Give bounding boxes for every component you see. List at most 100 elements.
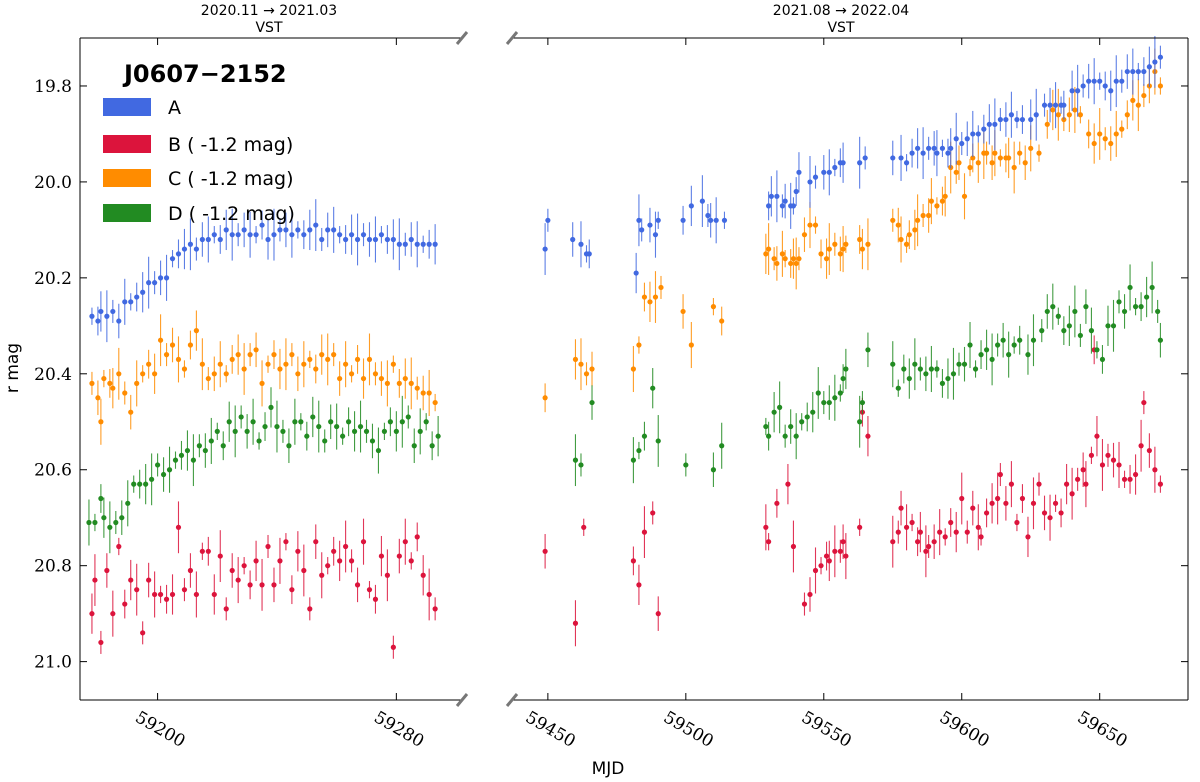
point-d [125, 500, 131, 506]
point-c [790, 256, 797, 262]
point-b [1014, 519, 1020, 526]
point-c [636, 342, 642, 348]
point-c [975, 160, 981, 166]
point-a [1113, 78, 1119, 84]
point-d [777, 404, 783, 410]
point-b [964, 529, 970, 535]
point-d [316, 423, 322, 430]
y-tick-label: 21.0 [34, 653, 72, 673]
point-b [636, 582, 642, 588]
point-c [983, 150, 990, 156]
point-b [426, 591, 432, 598]
point-b [181, 587, 188, 593]
point-b [970, 505, 976, 511]
point-b [331, 548, 337, 554]
point-d [149, 476, 155, 482]
point-c [719, 318, 725, 324]
point-c [217, 361, 223, 367]
point-d [304, 433, 310, 439]
point-a [360, 232, 367, 238]
point-a [790, 203, 797, 209]
point-b [163, 596, 170, 602]
x-tick-label: 59500 [660, 707, 717, 751]
point-b [923, 548, 929, 554]
point-c [939, 198, 946, 204]
point-a [1141, 68, 1147, 75]
point-b [354, 582, 361, 588]
point-d [832, 395, 838, 401]
point-c [1072, 107, 1078, 113]
point-b [1099, 462, 1106, 468]
point-d [1121, 308, 1128, 315]
point-a [128, 299, 134, 305]
point-d [793, 433, 799, 439]
point-c [289, 352, 295, 358]
point-d [934, 366, 940, 372]
point-a [163, 275, 170, 281]
point-b [378, 553, 385, 559]
point-a [680, 217, 686, 223]
point-c [1028, 145, 1034, 151]
point-c [211, 371, 217, 377]
point-b [837, 548, 843, 554]
point-b [650, 510, 656, 516]
point-c [942, 193, 948, 199]
point-a [812, 174, 819, 180]
point-a [633, 270, 639, 276]
point-b [1127, 476, 1133, 482]
point-a [1080, 83, 1086, 89]
point-a [169, 256, 176, 262]
point-a [1086, 78, 1092, 84]
point-c [903, 241, 910, 247]
point-a [1047, 102, 1053, 108]
x-tick-label: 59650 [1074, 707, 1131, 751]
point-c [779, 251, 786, 257]
point-d [131, 481, 137, 487]
point-d [1127, 284, 1133, 291]
point-a [953, 136, 959, 142]
point-c [390, 361, 396, 367]
point-a [253, 232, 259, 238]
series-d [86, 261, 1164, 554]
point-c [107, 380, 113, 386]
point-a [366, 236, 373, 243]
point-b [926, 543, 932, 550]
point-d [912, 361, 918, 367]
point-a [796, 169, 802, 175]
point-c [1017, 150, 1023, 156]
point-c [337, 375, 343, 382]
legend-swatch-a [103, 98, 151, 116]
point-d [292, 419, 298, 425]
point-a [779, 203, 786, 209]
point-a [217, 236, 223, 243]
point-d [107, 524, 113, 530]
point-b [1094, 433, 1100, 439]
point-a [426, 241, 432, 247]
axis-break-mark [455, 693, 469, 707]
point-d [961, 361, 968, 367]
point-a [325, 227, 331, 233]
point-c [140, 371, 146, 377]
point-d [1116, 299, 1122, 305]
point-d [865, 347, 871, 353]
point-c [432, 399, 438, 406]
point-d [630, 457, 637, 463]
point-a [857, 160, 863, 166]
point-c [967, 164, 973, 171]
point-b [390, 644, 396, 650]
point-c [89, 380, 95, 386]
point-c [253, 347, 259, 353]
point-d [1011, 342, 1017, 348]
point-b [917, 529, 923, 535]
point-d [1157, 337, 1164, 343]
point-d [650, 385, 656, 391]
point-c [128, 409, 134, 415]
point-c [710, 304, 717, 310]
point-c [771, 256, 777, 262]
y-tick-label: 19.8 [34, 77, 72, 97]
point-c [1086, 131, 1092, 137]
point-d [113, 519, 119, 526]
point-c [807, 222, 813, 228]
point-d [788, 423, 794, 430]
legend-swatch-c [103, 169, 151, 187]
